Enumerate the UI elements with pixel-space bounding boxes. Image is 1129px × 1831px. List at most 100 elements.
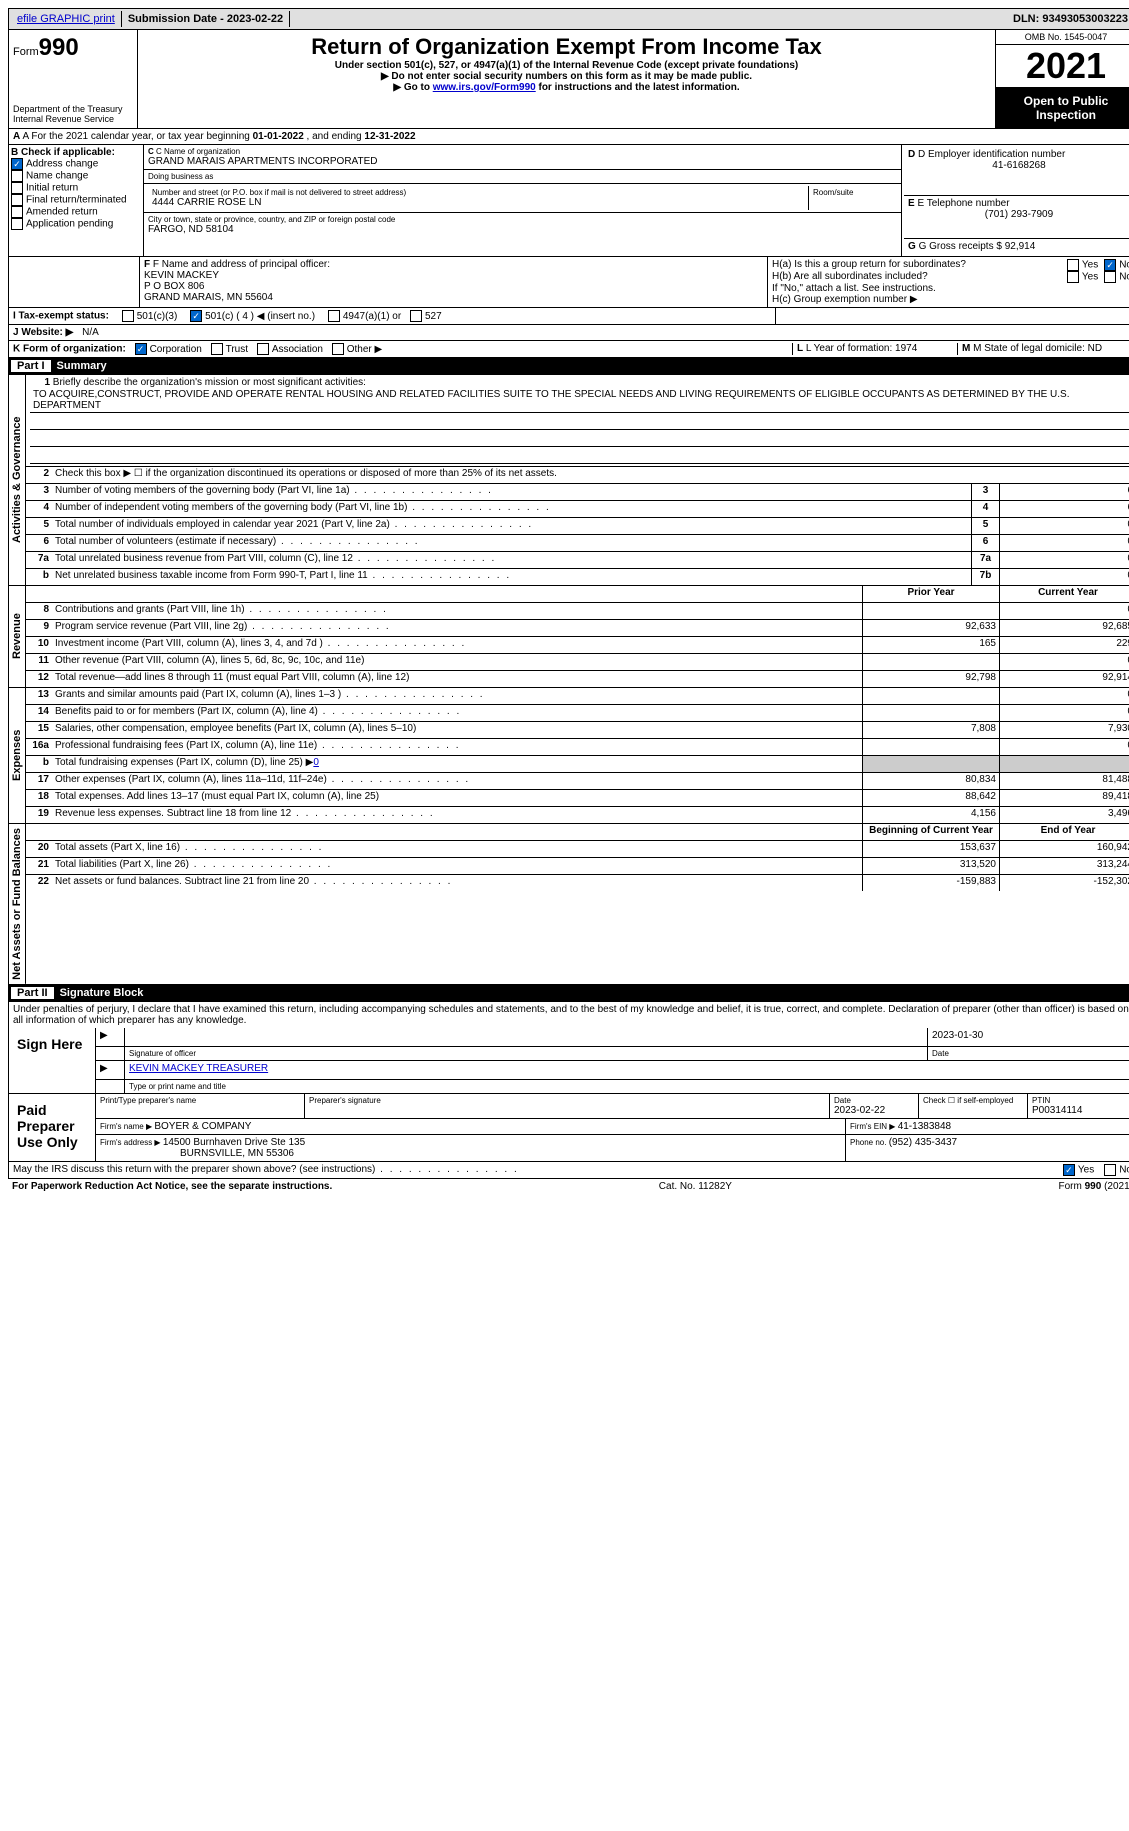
cb-other[interactable]: Other ▶ [332, 344, 382, 355]
line4: Number of independent voting members of … [52, 501, 971, 517]
irs-discuss: May the IRS discuss this return with the… [8, 1162, 1129, 1179]
street-label: Number and street (or P.O. box if mail i… [152, 188, 804, 197]
side-netassets: Net Assets or Fund Balances [9, 824, 26, 984]
c21: 313,244 [999, 858, 1129, 874]
val3: 6 [999, 484, 1129, 500]
check-self-employed[interactable]: Check ☐ if self-employed [923, 1096, 1023, 1105]
efile-label: efile GRAPHIC print [11, 11, 122, 27]
subtitle-2: ▶ Do not enter social security numbers o… [142, 71, 991, 82]
date-label: Date [928, 1047, 1129, 1060]
line14: Benefits paid to or for members (Part IX… [52, 705, 862, 721]
form-header: Form990 Department of the Treasury Inter… [8, 30, 1129, 129]
ein: 41-6168268 [908, 160, 1129, 171]
phone: (701) 293-7909 [908, 209, 1129, 220]
print-preparer-label: Print/Type preparer's name [100, 1096, 300, 1105]
c14: 0 [999, 705, 1129, 721]
cb-501c3[interactable]: 501(c)(3) [122, 311, 178, 322]
val7a: 0 [999, 552, 1129, 568]
dln: DLN: 93493053003223 [1007, 11, 1129, 27]
p19: 4,156 [862, 807, 999, 823]
form-number: 990 [39, 34, 79, 61]
line7a: Total unrelated business revenue from Pa… [52, 552, 971, 568]
discuss-no[interactable]: No [1104, 1164, 1129, 1176]
paperwork-notice: For Paperwork Reduction Act Notice, see … [12, 1181, 332, 1192]
line5: Total number of individuals employed in … [52, 518, 971, 534]
i-label: I Tax-exempt status: [13, 311, 109, 322]
omb: OMB No. 1545-0047 [996, 30, 1129, 45]
line21: Total liabilities (Part X, line 26) [52, 858, 862, 874]
cb-amended-return[interactable]: Amended return [11, 206, 141, 218]
firm-ein: 41-1383848 [898, 1121, 951, 1132]
mission-text: TO ACQUIRE,CONSTRUCT, PROVIDE AND OPERAT… [30, 388, 1129, 413]
cb-name-change[interactable]: Name change [11, 170, 141, 182]
ptin: P00314114 [1032, 1105, 1129, 1116]
p22: -159,883 [862, 875, 999, 891]
g-label: G Gross receipts $ [919, 241, 1005, 252]
hb-label: H(b) Are all subordinates included? [772, 271, 1067, 283]
c10: 229 [999, 637, 1129, 653]
paid-preparer-section: Paid Preparer Use Only Print/Type prepar… [8, 1094, 1129, 1162]
officer-name-sign[interactable]: KEVIN MACKEY TREASURER [129, 1063, 268, 1074]
cb-corp[interactable]: Corporation [135, 344, 202, 355]
cb-address-change[interactable]: Address change [11, 158, 141, 170]
c22: -152,302 [999, 875, 1129, 891]
ha-yes[interactable]: Yes [1067, 259, 1098, 271]
firm-phone: (952) 435-3437 [889, 1137, 957, 1148]
end-year-header: End of Year [999, 824, 1129, 840]
hc-label: H(c) Group exemption number ▶ [772, 294, 1129, 305]
cb-527[interactable]: 527 [410, 311, 442, 322]
dba-label: Doing business as [148, 172, 897, 181]
ha-label: H(a) Is this a group return for subordin… [772, 259, 1067, 271]
expenses-section: Expenses 13Grants and similar amounts pa… [8, 688, 1129, 824]
part-1-header: Part I Summary [8, 358, 1129, 375]
line12: Total revenue—add lines 8 through 11 (mu… [52, 671, 862, 687]
officer-addr1: P O BOX 806 [144, 281, 763, 292]
sign-here-section: Sign Here ▶ 2023-01-30 Signature of offi… [8, 1028, 1129, 1094]
line8: Contributions and grants (Part VIII, lin… [52, 603, 862, 619]
k-label: K Form of organization: [13, 344, 126, 355]
irs-link[interactable]: www.irs.gov/Form990 [433, 82, 536, 93]
efile-link[interactable]: efile GRAPHIC print [17, 13, 115, 25]
c-name-label: C C Name of organization [148, 147, 897, 156]
state-domicile: M M State of legal domicile: ND [957, 343, 1129, 355]
row-a: A A For the 2021 calendar year, or tax y… [8, 129, 1129, 145]
p15: 7,808 [862, 722, 999, 738]
cb-501c[interactable]: 501(c) ( 4 ) ◀ (insert no.) [190, 311, 315, 322]
line17: Other expenses (Part IX, column (A), lin… [52, 773, 862, 789]
cb-application-pending[interactable]: Application pending [11, 218, 141, 230]
city: FARGO, ND 58104 [148, 224, 897, 235]
department: Department of the Treasury Internal Reve… [13, 104, 133, 124]
begin-year-header: Beginning of Current Year [862, 824, 999, 840]
d-label: D D Employer identification number [908, 149, 1129, 160]
c19: 3,496 [999, 807, 1129, 823]
paid-preparer-label: Paid Preparer Use Only [9, 1094, 96, 1161]
ha-no[interactable]: No [1104, 259, 1129, 271]
discuss-yes[interactable]: Yes [1063, 1164, 1094, 1176]
val7b: 0 [999, 569, 1129, 585]
preparer-sig-label: Preparer's signature [309, 1096, 825, 1105]
cb-assoc[interactable]: Association [257, 344, 323, 355]
hb-no[interactable]: No [1104, 271, 1129, 283]
line7b: Net unrelated business taxable income fr… [52, 569, 971, 585]
sign-date: 2023-01-30 [928, 1028, 1129, 1046]
line11: Other revenue (Part VIII, column (A), li… [52, 654, 862, 670]
city-label: City or town, state or province, country… [148, 215, 897, 224]
cb-trust[interactable]: Trust [211, 344, 248, 355]
open-inspection: Open to Public Inspection [996, 88, 1129, 128]
room-label: Room/suite [813, 188, 893, 197]
cb-final-return[interactable]: Final return/terminated [11, 194, 141, 206]
c12: 92,914 [999, 671, 1129, 687]
firm-addr2: BURNSVILLE, MN 55306 [180, 1148, 294, 1159]
cb-4947[interactable]: 4947(a)(1) or [328, 311, 401, 322]
p16a [862, 739, 999, 755]
org-name: GRAND MARAIS APARTMENTS INCORPORATED [148, 156, 897, 167]
firm-addr1: 14500 Burnhaven Drive Ste 135 [163, 1137, 305, 1148]
fundraising-exp-link[interactable]: 0 [313, 757, 319, 768]
line13: Grants and similar amounts paid (Part IX… [52, 688, 862, 704]
sig-officer-label: Signature of officer [125, 1047, 928, 1060]
b-label: B Check if applicable: [11, 147, 141, 158]
section-j: J Website: ▶ N/A [8, 325, 1129, 341]
val5: 0 [999, 518, 1129, 534]
hb-yes[interactable]: Yes [1067, 271, 1098, 283]
cb-initial-return[interactable]: Initial return [11, 182, 141, 194]
